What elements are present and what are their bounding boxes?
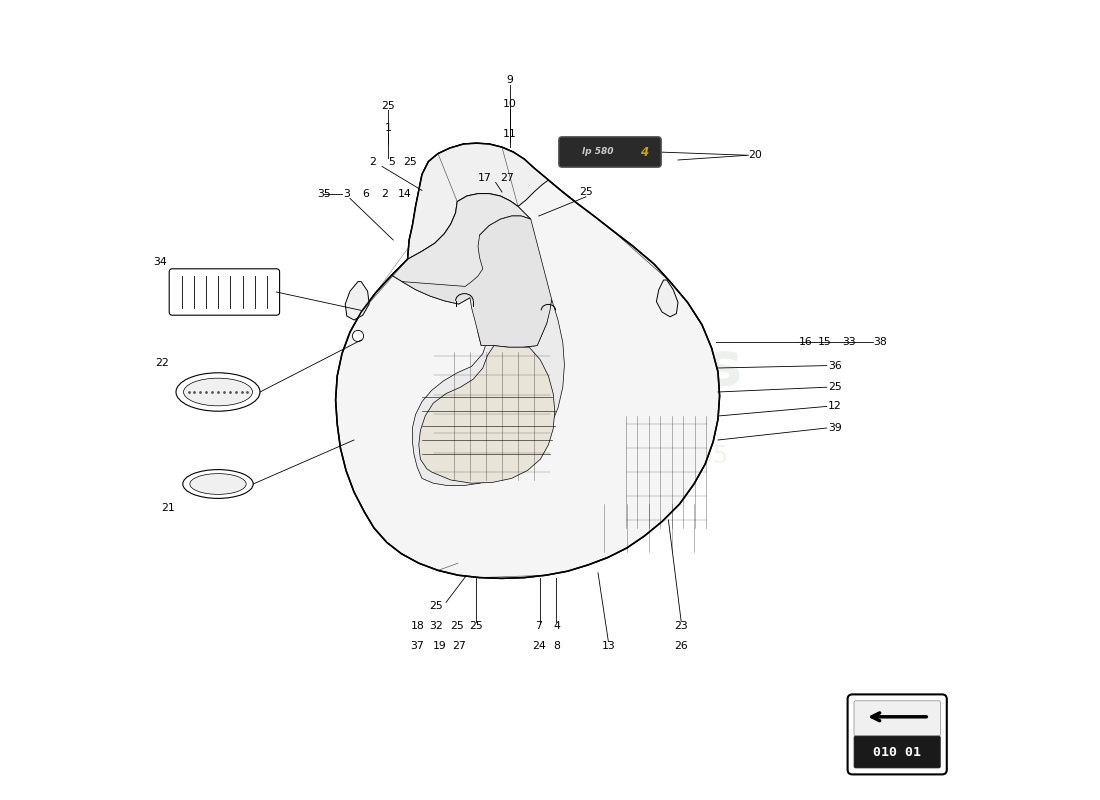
Text: eurospares: eurospares: [356, 338, 744, 398]
Text: 27: 27: [452, 641, 465, 650]
Text: 36: 36: [828, 361, 842, 370]
Ellipse shape: [176, 373, 260, 411]
Text: 33: 33: [843, 338, 856, 347]
Text: 39: 39: [828, 423, 842, 433]
Polygon shape: [392, 194, 531, 304]
Circle shape: [352, 330, 364, 342]
Text: 34: 34: [154, 258, 167, 267]
Polygon shape: [402, 216, 551, 347]
Text: 4: 4: [639, 146, 648, 158]
Text: 7: 7: [536, 621, 542, 630]
Text: 13: 13: [602, 641, 615, 650]
Text: 32: 32: [429, 621, 443, 630]
Text: 20: 20: [748, 150, 761, 160]
Text: 25: 25: [382, 101, 395, 110]
FancyBboxPatch shape: [854, 736, 940, 768]
Polygon shape: [408, 143, 549, 259]
Text: lp 580: lp 580: [582, 147, 614, 157]
Text: 38: 38: [872, 338, 887, 347]
Polygon shape: [419, 346, 554, 483]
Text: 9: 9: [507, 75, 514, 85]
FancyBboxPatch shape: [559, 137, 661, 167]
Text: 18: 18: [410, 621, 425, 630]
Polygon shape: [345, 282, 370, 320]
Text: 25: 25: [579, 187, 593, 197]
Text: 35: 35: [318, 189, 331, 198]
Text: 16: 16: [799, 338, 813, 347]
Polygon shape: [336, 143, 719, 578]
Text: 5: 5: [388, 157, 395, 166]
Text: 6: 6: [363, 189, 370, 198]
Text: 26: 26: [674, 641, 689, 650]
Text: 27: 27: [499, 173, 514, 182]
Ellipse shape: [184, 378, 252, 406]
Text: 23: 23: [674, 621, 689, 630]
Text: 14: 14: [397, 189, 411, 198]
Text: 24: 24: [532, 641, 546, 650]
Text: 19: 19: [432, 641, 447, 650]
Text: 11: 11: [503, 130, 517, 139]
Polygon shape: [412, 299, 564, 486]
Ellipse shape: [190, 474, 246, 494]
Text: 37: 37: [410, 641, 425, 650]
FancyBboxPatch shape: [854, 701, 940, 736]
Text: 25: 25: [403, 157, 417, 166]
Text: 25: 25: [450, 621, 464, 630]
Text: 4: 4: [553, 621, 560, 630]
Text: 2: 2: [381, 189, 388, 198]
Text: 1: 1: [385, 123, 392, 133]
Text: a passion for parts since 1985: a passion for parts since 1985: [372, 444, 728, 468]
Ellipse shape: [183, 470, 253, 498]
Text: 3: 3: [343, 189, 350, 198]
Text: 25: 25: [429, 602, 443, 611]
Text: 8: 8: [553, 641, 560, 650]
Polygon shape: [657, 280, 678, 317]
Text: 21: 21: [162, 503, 175, 513]
Text: 10: 10: [503, 99, 517, 109]
Text: 010 01: 010 01: [873, 746, 921, 758]
Text: 15: 15: [817, 338, 832, 347]
Text: 12: 12: [828, 402, 842, 411]
FancyBboxPatch shape: [169, 269, 279, 315]
Text: 2: 2: [368, 157, 376, 166]
Text: 25: 25: [470, 621, 483, 630]
Text: 22: 22: [155, 358, 168, 368]
Text: 17: 17: [477, 173, 492, 182]
FancyBboxPatch shape: [848, 694, 947, 774]
Text: 25: 25: [828, 382, 842, 392]
